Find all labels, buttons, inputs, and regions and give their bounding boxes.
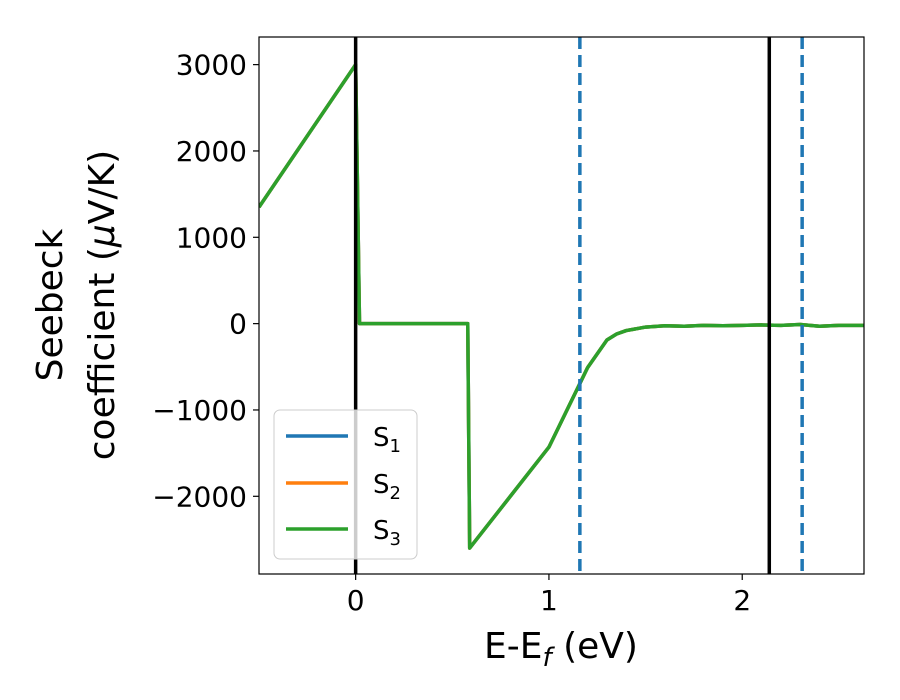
- legend-label-s2: S2: [373, 470, 401, 504]
- legend-label-s3: S3: [373, 516, 401, 550]
- y-tick-label: −1000: [152, 394, 247, 427]
- legend-label-s2-name: S: [373, 470, 390, 500]
- series-line-s3: [259, 62, 864, 550]
- y-tick-label: 3000: [176, 49, 247, 82]
- legend-label-s3-name: S: [373, 516, 390, 546]
- plot-area: [259, 37, 864, 574]
- x-axis-label: E-Ef (eV): [484, 626, 638, 673]
- legend-label-s2-sub: 2: [390, 483, 401, 504]
- legend-item-s3: S3: [286, 516, 401, 550]
- legend-label-s1-name: S: [373, 423, 390, 453]
- y-tick-label: 2000: [176, 135, 247, 168]
- x-axis-label-main: E-E: [484, 626, 542, 667]
- y-axis-label-line2-suffix: V/K): [82, 150, 123, 224]
- legend-item-s2: S2: [286, 470, 401, 504]
- y-axis-label: Seebeck coefficient (μV/K): [30, 150, 123, 460]
- y-axis-label-line2: coefficient (μV/K): [82, 150, 123, 460]
- legend-label-s3-sub: 3: [390, 529, 401, 550]
- legend: S1 S2 S3: [273, 409, 418, 560]
- y-axis-label-line2-prefix: coefficient (: [82, 247, 123, 460]
- plot-frame: [258, 36, 865, 575]
- legend-label-s1: S1: [373, 423, 401, 457]
- legend-label-s1-sub: 1: [390, 436, 401, 457]
- x-tick-label: 0: [347, 584, 365, 617]
- x-axis-label-unit: (eV): [552, 626, 638, 667]
- axis-ticks: 0 1 2 −2000 −1000 0 1000 2000 3000: [152, 49, 751, 617]
- y-tick-label: 1000: [176, 221, 247, 254]
- y-tick-label: 0: [229, 308, 247, 341]
- x-tick-label: 2: [733, 584, 751, 617]
- y-axis-label-mu: μ: [82, 224, 123, 248]
- y-tick-label: −2000: [152, 480, 247, 513]
- x-tick-label: 1: [540, 584, 558, 617]
- legend-item-s1: S1: [286, 423, 401, 457]
- y-axis-label-line1: Seebeck: [30, 228, 71, 381]
